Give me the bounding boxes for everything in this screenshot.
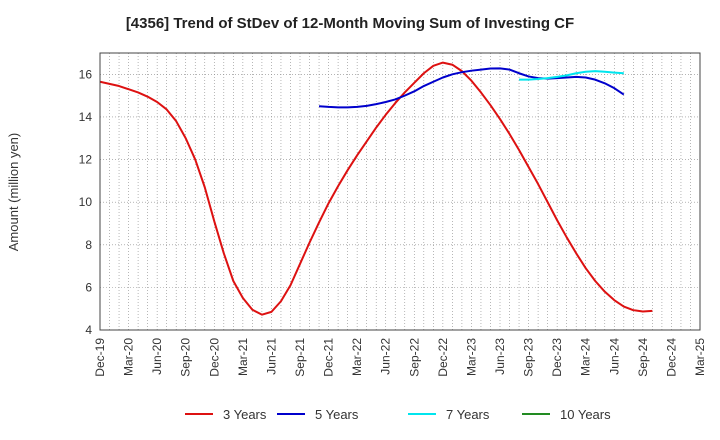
series-line-7-years — [519, 70, 624, 81]
y-tick-label: 10 — [79, 195, 93, 209]
chart-title: [4356] Trend of StDev of 12-Month Moving… — [126, 15, 574, 32]
x-tick-label: Dec-24 — [664, 338, 678, 377]
x-tick-label: Dec-19 — [93, 338, 107, 377]
x-tick-label: Mar-25 — [693, 338, 707, 376]
x-tick-label: Dec-20 — [207, 338, 221, 377]
x-tick-label: Mar-24 — [579, 338, 593, 376]
legend-label: 7 Years — [446, 407, 490, 422]
x-tick-label: Sep-20 — [179, 338, 193, 377]
x-tick-label: Dec-21 — [322, 338, 336, 377]
x-tick-label: Dec-22 — [436, 338, 450, 377]
legend: 3 Years 5 Years 7 Years 10 Years — [185, 407, 611, 422]
y-tick-label: 12 — [79, 153, 93, 167]
grid — [100, 53, 700, 330]
x-tick-label: Mar-23 — [464, 338, 478, 376]
x-tick-label: Jun-24 — [607, 338, 621, 375]
legend-label: 10 Years — [560, 407, 611, 422]
x-tick-label: Jun-20 — [150, 338, 164, 375]
y-tick-label: 8 — [85, 238, 92, 252]
x-tick-label: Jun-22 — [379, 338, 393, 375]
series-line-3-years — [99, 61, 653, 316]
x-tick-label: Sep-22 — [407, 338, 421, 377]
y-tick-label: 16 — [79, 67, 93, 81]
y-tick-label: 14 — [79, 110, 93, 124]
plot-frame — [99, 52, 701, 331]
legend-label: 5 Years — [315, 407, 359, 422]
x-tick-label: Mar-21 — [236, 338, 250, 376]
y-tick-label: 4 — [85, 323, 92, 337]
x-tick-label: Sep-21 — [293, 338, 307, 377]
x-tick-label: Dec-23 — [550, 338, 564, 377]
x-tick-label: Sep-24 — [636, 338, 650, 377]
y-tick-label: 6 — [85, 280, 92, 294]
x-axis-ticks: Dec-19 Mar-20 Jun-20 Sep-20 Dec-20 Mar-21 Jun-… — [93, 338, 707, 377]
x-tick-label: Mar-22 — [350, 338, 364, 376]
x-tick-label: Jun-23 — [493, 338, 507, 375]
legend-label: 3 Years — [223, 407, 267, 422]
x-tick-label: Mar-20 — [122, 338, 136, 376]
series-lines — [99, 61, 653, 316]
y-axis-label: Amount (million yen) — [6, 133, 21, 252]
y-axis-ticks: 4 6 8 10 12 14 16 — [79, 67, 93, 337]
x-tick-label: Sep-23 — [522, 338, 536, 377]
series-line-5-years — [318, 67, 625, 109]
x-tick-label: Jun-21 — [264, 338, 278, 375]
